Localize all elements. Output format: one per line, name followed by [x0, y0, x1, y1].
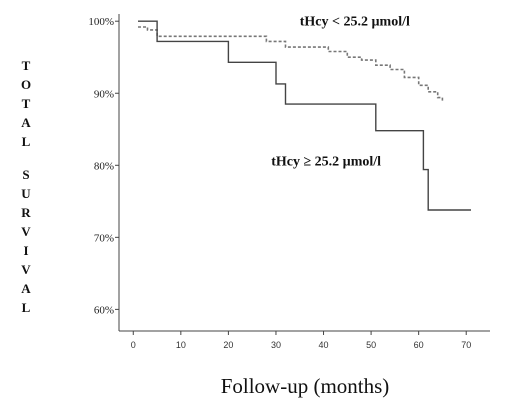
- y-axis-label-letter: L: [22, 300, 31, 315]
- y-tick-label: 100%: [88, 16, 114, 28]
- y-axis-label-letter: T: [22, 96, 31, 111]
- x-tick-label: 10: [176, 340, 186, 350]
- y-axis-label-letter: L: [22, 134, 31, 149]
- y-axis-label-letter: S: [22, 167, 29, 182]
- y-tick-label: 60%: [94, 304, 114, 316]
- y-axis-label-letter: A: [21, 115, 31, 130]
- y-tick-label: 90%: [94, 88, 114, 100]
- x-tick-label: 50: [366, 340, 376, 350]
- series-lines: [138, 20, 471, 211]
- y-axis-label-letter: V: [21, 224, 31, 239]
- y-axis-label-letter: U: [21, 186, 31, 201]
- annotation-1: tHcy < 25.2 µmol/l: [300, 15, 410, 30]
- y-axis-label-letter: R: [21, 205, 31, 220]
- x-axis-label: Follow-up (months): [221, 374, 390, 398]
- y-axis-label-letter: O: [21, 77, 31, 92]
- series-line-1: [138, 26, 444, 102]
- series-line-2: [138, 20, 471, 211]
- y-ticks: 100% 90% 80% 70% 60%: [88, 16, 119, 316]
- x-tick-label: 70: [461, 340, 471, 350]
- y-axis-label-letter: I: [23, 243, 28, 258]
- y-axis-label-letter: T: [22, 58, 31, 73]
- y-tick-label: 70%: [94, 232, 114, 244]
- annotation-2: tHcy ≥ 25.2 µmol/l: [271, 154, 381, 169]
- x-tick-label: 0: [131, 340, 136, 350]
- x-tick-label: 40: [319, 340, 329, 350]
- y-tick-label: 80%: [94, 160, 114, 172]
- y-axis-label-letter: A: [21, 281, 31, 296]
- annotations: tHcy < 25.2 µmol/l tHcy ≥ 25.2 µmol/l: [271, 15, 410, 170]
- x-tick-label: 30: [271, 340, 281, 350]
- axes: [118, 14, 490, 332]
- y-axis-label-letter: V: [21, 262, 31, 277]
- x-ticks: 0 10 20 30 40 50 60 70: [131, 331, 471, 350]
- x-tick-label: 60: [414, 340, 424, 350]
- x-tick-label: 20: [223, 340, 233, 350]
